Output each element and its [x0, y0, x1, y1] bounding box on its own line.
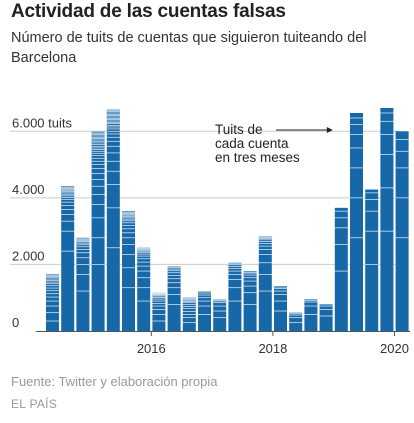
bar: [122, 211, 135, 331]
bar-chart: 0 2.000 4.000 6.000 tuits 2016 2018 2020 Tuits …: [10, 107, 410, 356]
y-tick-label: 6.000 tuits: [12, 115, 72, 130]
bar: [289, 312, 303, 331]
bar: [76, 237, 90, 331]
bar: [61, 186, 75, 331]
bar: [243, 271, 257, 331]
bar: [395, 131, 409, 331]
bar: [228, 262, 242, 331]
x-tick-label: 2016: [137, 341, 166, 356]
chart-title: Actividad de las cuentas falsas: [11, 1, 286, 22]
annotation-text: Tuits de: [215, 122, 263, 137]
annotation-arrow-head: [326, 127, 333, 133]
y-tick-label: 0: [12, 315, 19, 330]
bar: [46, 274, 59, 331]
bar: [319, 304, 333, 331]
y-tick-label: 2.000: [12, 248, 45, 263]
bar: [106, 109, 120, 332]
bar: [304, 299, 318, 331]
bar: [198, 291, 211, 331]
chart-subtitle: Número de tuits de cuentas que siguieron…: [11, 30, 367, 66]
bar: [274, 286, 287, 331]
y-tick-label: 4.000: [12, 182, 45, 197]
bar: [380, 107, 394, 331]
source-note: Fuente: Twitter y elaboración propia: [11, 374, 218, 389]
bar: [137, 247, 151, 331]
bar: [167, 266, 181, 331]
x-tick-label: 2020: [380, 341, 409, 356]
annotation-text: cada cuenta: [215, 136, 289, 151]
bar: [91, 131, 105, 331]
brand-label: EL PAÍS: [11, 397, 58, 411]
bar: [258, 236, 272, 331]
x-tick-label: 2018: [258, 341, 287, 356]
annotation-text: en tres meses: [215, 150, 300, 165]
bar: [365, 189, 379, 331]
bar: [152, 292, 166, 331]
bar: [334, 207, 348, 331]
bar: [350, 112, 363, 331]
bar: [213, 299, 227, 331]
